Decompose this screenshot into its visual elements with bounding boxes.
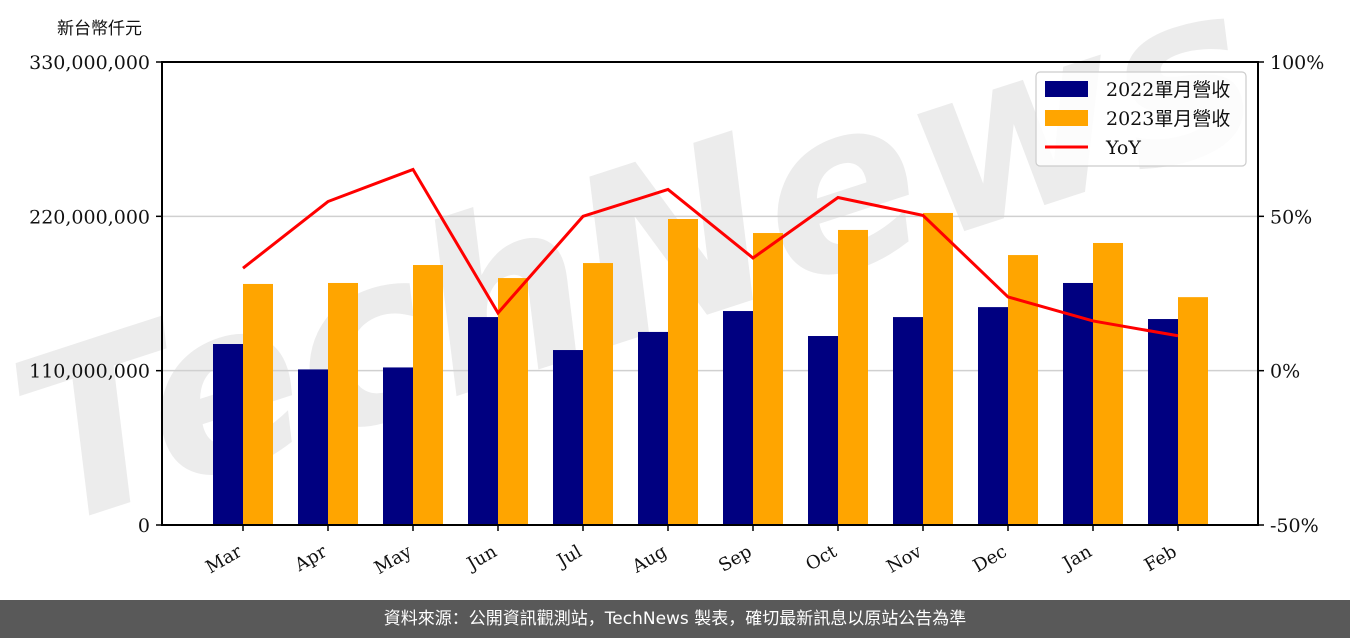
bar-2023: [1008, 255, 1038, 525]
yoy-line-series: [242, 167, 1179, 338]
left-tick-label: 110,000,000: [29, 361, 150, 383]
bar-2023: [923, 212, 953, 525]
bar-2022: [808, 336, 838, 525]
right-tick-label: 50%: [1270, 206, 1312, 228]
bar-2022: [978, 307, 1008, 525]
legend: 2022單月營收 2023單月營收 YoY: [1035, 71, 1247, 167]
legend-label: YoY: [1105, 137, 1141, 159]
left-tick-label: 330,000,000: [29, 52, 150, 74]
x-tick-label: Sep: [715, 541, 755, 576]
x-tick-label: Aug: [628, 541, 671, 578]
x-tick-label: Dec: [970, 541, 1011, 577]
x-tick-label: Oct: [802, 541, 841, 576]
bar-2023: [668, 218, 698, 525]
x-tick-label: Feb: [1141, 541, 1181, 576]
x-tick-label: Apr: [290, 541, 330, 576]
source-footer: 資料來源：公開資訊觀測站，TechNews 製表，確切最新訊息以原站公告為準: [0, 600, 1350, 638]
bar-2022: [723, 311, 753, 525]
bar-2023: [753, 233, 783, 525]
x-tick-label: Jul: [552, 541, 586, 573]
x-tick-label: Nov: [883, 541, 926, 578]
bar-2022: [553, 350, 583, 525]
bar-2023: [1178, 297, 1208, 525]
bar-2022: [893, 317, 923, 525]
bar-2022: [468, 317, 498, 525]
bar-2023: [413, 265, 443, 525]
bar-2023: [838, 229, 868, 525]
right-tick-label: 100%: [1270, 52, 1324, 74]
x-tick-label: Jun: [462, 541, 501, 576]
right-tick-label: 0%: [1270, 361, 1300, 383]
x-tick-label: Jan: [1058, 541, 1096, 575]
bar-2022: [298, 369, 328, 525]
bar-2023: [243, 283, 273, 525]
bar-2023: [1093, 242, 1123, 525]
right-tick-label: -50%: [1270, 515, 1319, 537]
y-axis-unit-label: 新台幣仟元: [57, 19, 142, 39]
bar-2022: [1063, 282, 1093, 525]
left-tick-label: 0: [138, 515, 150, 537]
legend-label: 2023單月營收: [1106, 108, 1230, 130]
bar-2023: [583, 263, 613, 525]
legend-label: 2022單月營收: [1106, 79, 1230, 101]
left-tick-label: 220,000,000: [29, 206, 150, 228]
bar-series: [213, 212, 1208, 525]
bar-2022: [638, 331, 668, 525]
bar-2023: [328, 282, 358, 525]
bar-2022: [383, 367, 413, 525]
bar-2022: [1148, 319, 1178, 525]
x-tick-label: Mar: [202, 541, 246, 578]
bar-line-chart: TechNews 0110,000,000220,000,000330,000,…: [0, 0, 1324, 580]
bar-2022: [213, 344, 243, 525]
bar-2023: [498, 278, 528, 525]
x-tick-label: May: [371, 541, 416, 579]
